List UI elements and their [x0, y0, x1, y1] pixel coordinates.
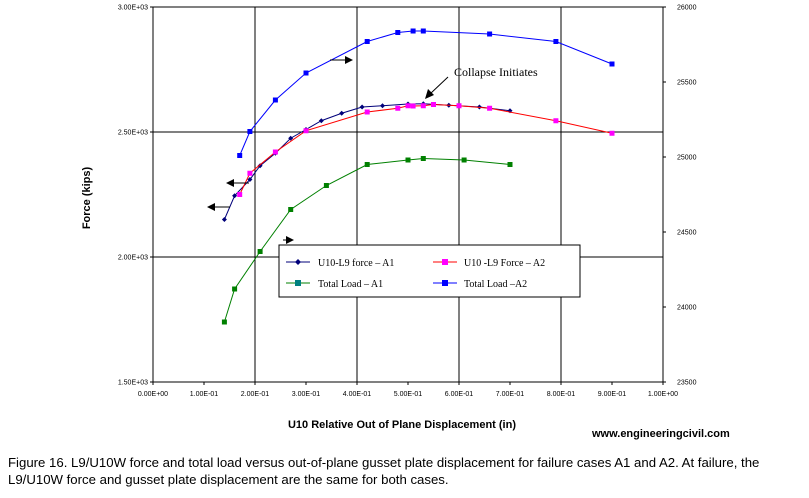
- series-2-point: [364, 109, 370, 115]
- series-3-point: [405, 157, 411, 163]
- figure-caption: Figure 16. L9/U10W force and total load …: [8, 455, 760, 487]
- legend-marker-3: [295, 280, 301, 286]
- x-tick-label: 5.00E-01: [394, 391, 423, 398]
- series-4-point: [410, 28, 416, 34]
- y-tick-label: 1.50E+03: [118, 380, 148, 387]
- series-2-point: [609, 130, 615, 136]
- series-2-point: [431, 102, 436, 107]
- legend-label-3: Total Load – A1: [318, 279, 383, 290]
- series-2-point: [410, 103, 416, 109]
- series-4-point: [272, 97, 278, 103]
- series-2-point: [303, 128, 309, 134]
- arrow-right-2-head: [286, 236, 294, 244]
- series-2-point: [553, 118, 559, 124]
- series-1-point: [232, 193, 238, 199]
- series-2-point: [405, 103, 411, 109]
- legend-marker-2: [442, 259, 448, 265]
- series-2-point: [420, 103, 426, 109]
- y-axis-title: Force (kips): [81, 166, 93, 229]
- y-tick-label: 3.00E+03: [118, 5, 148, 12]
- series-4-point: [237, 153, 243, 158]
- chart: 0.00E+00 1.00E-01 2.00E-01 3.00E-01 4.00E-01…: [81, 5, 697, 432]
- series-line-2: [239, 103, 613, 195]
- series-3-point: [221, 319, 227, 325]
- series-1-point: [288, 135, 294, 141]
- x-tick-label: 1.00E+00: [648, 391, 678, 398]
- series-1-point: [257, 163, 263, 169]
- y-tick-labels: 1.50E+03 2.00E+03 2.50E+03 3.00E+03: [118, 5, 148, 387]
- y2-tick-label: 25000: [677, 155, 697, 162]
- series-1-point: [221, 217, 227, 222]
- legend-label-2: U10 -L9 Force – A2: [464, 258, 545, 269]
- legend-entry-4: Total Load –A2: [433, 279, 527, 290]
- y2-tick-label: 26000: [677, 5, 697, 12]
- series-3-point: [323, 183, 329, 188]
- x-tick-label: 1.00E-01: [190, 391, 219, 398]
- series-group: [221, 28, 615, 325]
- legend-marker-1: [295, 259, 301, 265]
- arrow-left-2-head: [207, 203, 215, 211]
- series-2-point: [272, 149, 278, 155]
- series-2-point: [487, 105, 493, 111]
- y2-tick-label: 25500: [677, 80, 697, 87]
- legend-label-4: Total Load –A2: [464, 279, 527, 290]
- arrow-left-1-head: [226, 179, 234, 187]
- series-4-point: [364, 39, 370, 44]
- y2-tick-labels: 23500 24000 24500 25000 25500 26000: [677, 5, 697, 387]
- legend-box: [278, 244, 581, 298]
- series-4-point: [303, 70, 309, 76]
- series-3-point: [420, 156, 426, 161]
- series-1-point: [247, 177, 253, 182]
- plot-area: [152, 6, 664, 383]
- series-2-point: [237, 192, 243, 197]
- series-4-point: [609, 61, 615, 67]
- y-tick-label: 2.00E+03: [118, 255, 148, 262]
- x-tick-label: 3.00E-01: [292, 391, 321, 398]
- collapse-arrow-head: [425, 89, 434, 99]
- series-4-point: [247, 129, 253, 134]
- collapse-annotation: Collapse Initiates: [454, 65, 538, 79]
- series-4-point: [553, 39, 559, 44]
- series-3-point: [288, 207, 294, 212]
- collapse-arrow: [429, 76, 449, 95]
- series-2-point: [247, 170, 253, 176]
- x-tick-label: 7.00E-01: [496, 391, 525, 398]
- series-3-point: [364, 162, 370, 167]
- x-tick-label: 9.00E-01: [598, 391, 627, 398]
- legend-entry-1: U10-L9 force – A1: [286, 258, 394, 269]
- legend-marker-4: [442, 280, 448, 286]
- y2-tick-label: 24500: [677, 230, 697, 237]
- series-1-point: [339, 110, 345, 116]
- series-1-point: [359, 104, 365, 110]
- arrow-right-1-head: [345, 56, 353, 64]
- series-line-3: [223, 157, 511, 323]
- x-tick-label: 4.00E-01: [343, 391, 372, 398]
- series-3-point: [232, 286, 238, 292]
- legend: U10-L9 force – A1 U10 -L9 Force – A2 Tot…: [278, 244, 581, 298]
- x-tick-label: 8.00E-01: [547, 391, 576, 398]
- x-tick-labels: 0.00E+00 1.00E-01 2.00E-01 3.00E-01 4.00E-01…: [138, 391, 678, 398]
- series-4-point: [487, 31, 493, 37]
- x-tick-label: 2.00E-01: [241, 391, 270, 398]
- y2-tick-label: 23500: [677, 380, 697, 387]
- series-3-point: [507, 162, 513, 167]
- series-1-point: [380, 103, 385, 109]
- series-4-point: [395, 30, 401, 35]
- y-tick-label: 2.50E+03: [118, 130, 148, 137]
- series-4-point: [420, 28, 426, 34]
- watermark: www.engineeringcivil.com: [592, 428, 730, 440]
- legend-entry-3: Total Load – A1: [286, 279, 383, 290]
- x-axis-title: U10 Relative Out of Plane Displacement (…: [288, 419, 516, 431]
- series-3-point: [257, 249, 263, 254]
- series-2-point: [395, 105, 401, 111]
- y2-tick-label: 24000: [677, 305, 697, 312]
- x-tick-label: 6.00E-01: [445, 391, 474, 398]
- legend-entry-2: U10 -L9 Force – A2: [433, 258, 545, 269]
- series-3-point: [461, 157, 467, 163]
- series-2-point: [456, 103, 462, 109]
- x-tick-label: 0.00E+00: [138, 391, 168, 398]
- series-1-point: [318, 118, 324, 124]
- legend-label-1: U10-L9 force – A1: [318, 258, 394, 269]
- annotation-arrows: [207, 56, 449, 244]
